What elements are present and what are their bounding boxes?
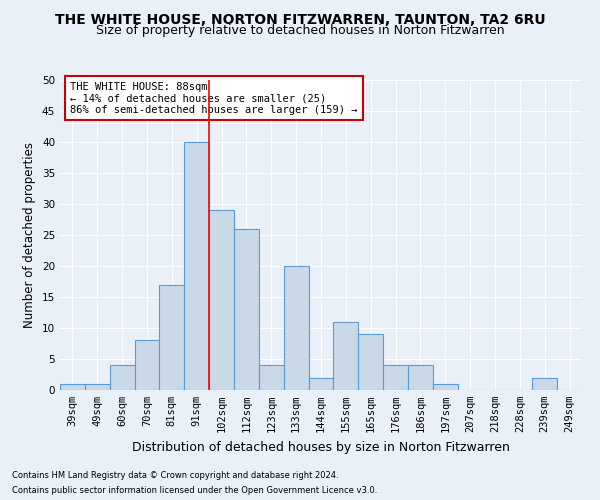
Text: Contains public sector information licensed under the Open Government Licence v3: Contains public sector information licen… (12, 486, 377, 495)
Bar (234, 229, 259, 390)
Text: THE WHITE HOUSE, NORTON FITZWARREN, TAUNTON, TA2 6RU: THE WHITE HOUSE, NORTON FITZWARREN, TAUN… (55, 12, 545, 26)
Text: Size of property relative to detached houses in Norton Fitzwarren: Size of property relative to detached ho… (95, 24, 505, 37)
Bar (134, 340, 160, 390)
Bar (532, 378, 557, 390)
Bar (184, 142, 209, 390)
Bar (308, 378, 334, 390)
Bar (334, 322, 358, 390)
Bar (284, 266, 308, 390)
Bar (110, 365, 134, 390)
Bar (209, 210, 234, 390)
Bar (160, 284, 184, 390)
Bar (60, 384, 85, 390)
Text: THE WHITE HOUSE: 88sqm
← 14% of detached houses are smaller (25)
86% of semi-det: THE WHITE HOUSE: 88sqm ← 14% of detached… (70, 82, 358, 115)
Bar (358, 334, 383, 390)
Bar (259, 365, 284, 390)
Bar (85, 384, 110, 390)
X-axis label: Distribution of detached houses by size in Norton Fitzwarren: Distribution of detached houses by size … (132, 440, 510, 454)
Bar (383, 365, 408, 390)
Bar (433, 384, 458, 390)
Y-axis label: Number of detached properties: Number of detached properties (23, 142, 37, 328)
Text: Contains HM Land Registry data © Crown copyright and database right 2024.: Contains HM Land Registry data © Crown c… (12, 471, 338, 480)
Bar (408, 365, 433, 390)
